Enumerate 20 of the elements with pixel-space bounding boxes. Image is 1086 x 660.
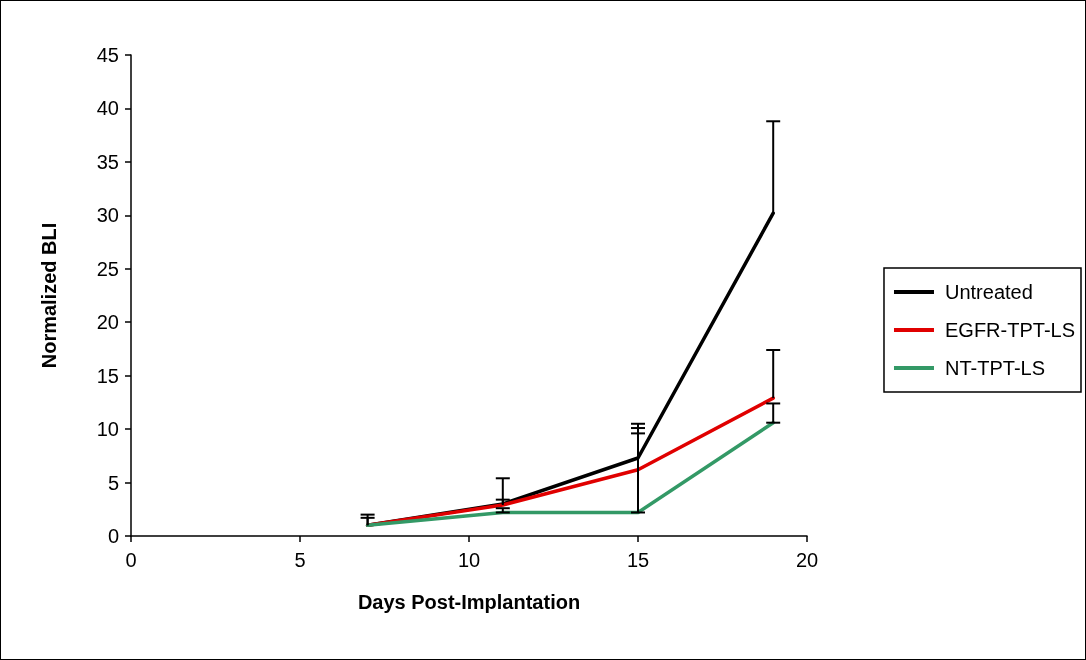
y-tick-label: 25: [96, 257, 119, 280]
y-tick-label: 20: [96, 311, 119, 334]
y-tick-label: 30: [96, 204, 119, 227]
y-tick-label: 45: [96, 44, 119, 66]
y-tick-label: 10: [96, 418, 119, 441]
y-tick-label: 0: [107, 525, 119, 547]
y-tick-label: 15: [96, 364, 119, 387]
y-axis-title: Normalized BLI: [38, 222, 60, 369]
legend-label: NT-TPT-LS: [944, 357, 1046, 379]
x-tick-label: 0: [125, 549, 137, 571]
legend-label: Untreated: [944, 281, 1033, 303]
x-axis-title: Days Post-Implantation: [357, 591, 581, 613]
x-tick-label: 20: [795, 549, 819, 571]
legend-label: EGFR-TPT-LS: [944, 319, 1076, 341]
x-tick-label: 5: [294, 549, 306, 571]
x-tick-label: 15: [626, 549, 650, 571]
y-tick-label: 35: [96, 150, 119, 173]
y-tick-label: 40: [96, 97, 119, 120]
x-tick-label: 10: [457, 549, 481, 571]
y-tick-label: 5: [107, 471, 119, 494]
